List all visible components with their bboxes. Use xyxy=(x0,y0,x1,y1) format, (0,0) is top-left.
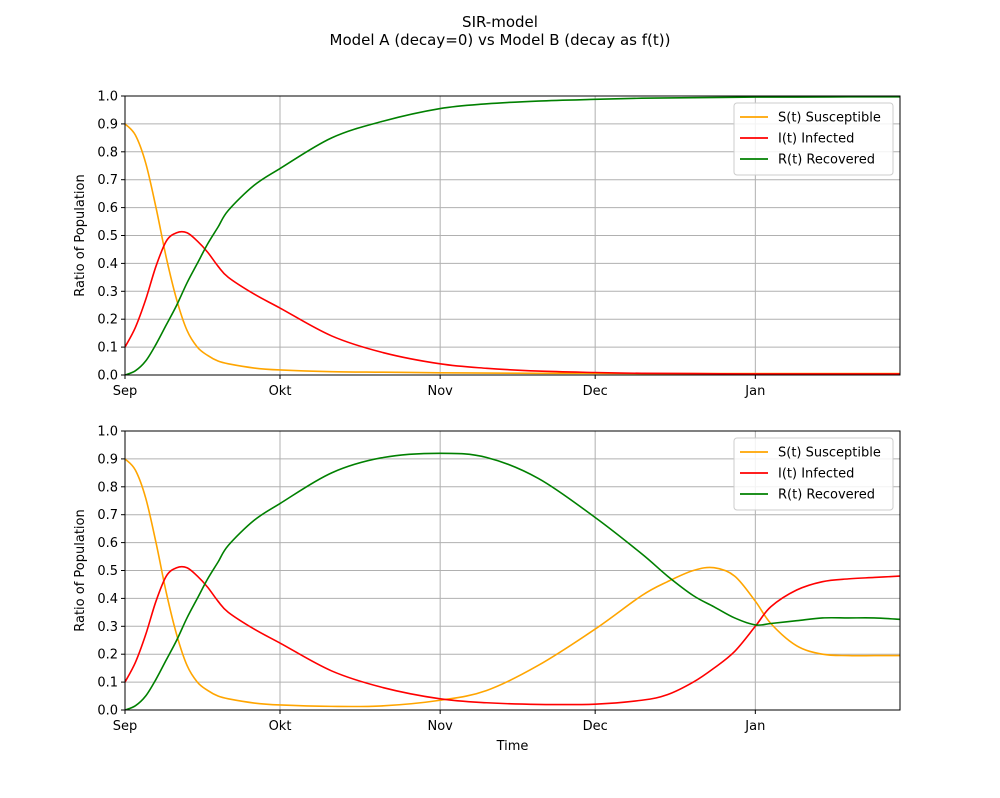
legend: S(t) Susceptible I(t) Infected R(t) Recove… xyxy=(733,102,894,176)
x-tick-label: Jan xyxy=(744,719,765,734)
y-tick-label: 0.4 xyxy=(97,592,118,607)
x-tick-label: Dec xyxy=(583,384,608,399)
x-tick-label: Dec xyxy=(583,719,608,734)
y-tick-label: 0.8 xyxy=(97,145,118,160)
legend-label: I(t) Infected xyxy=(778,467,854,482)
y-axis-label: Ratio of Population xyxy=(73,174,88,296)
series-line-2 xyxy=(125,230,900,375)
y-tick-label: 0.0 xyxy=(97,704,118,719)
chart-panel-2: Sep Okt Nov Dec Jan 0.0 0.1 0.2 0.3 0.4 0.5 0.6 0.7 0… xyxy=(73,425,901,754)
y-tick-label: 0.7 xyxy=(97,508,118,523)
legend-label: R(t) Recovered xyxy=(778,153,875,168)
series-line-2 xyxy=(125,565,900,706)
y-tick-label: 1.0 xyxy=(97,425,118,440)
x-tick-label: Nov xyxy=(427,384,453,399)
legend-label: R(t) Recovered xyxy=(778,488,875,503)
figure-title: SIR-model xyxy=(462,13,538,31)
y-tick-label: 0.9 xyxy=(97,452,118,467)
y-tick-label: 0.0 xyxy=(97,369,118,384)
series-line-3 xyxy=(125,96,900,375)
legend-box xyxy=(733,102,894,176)
y-tick-label: 0.3 xyxy=(97,285,118,300)
x-tick-label: Sep xyxy=(113,719,138,734)
y-tick-label: 0.5 xyxy=(97,564,118,579)
series-line-3 xyxy=(125,452,900,710)
x-tick-label: Jan xyxy=(744,384,765,399)
figure-subtitle: Model A (decay=0) vs Model B (decay as f… xyxy=(329,31,671,49)
x-axis-label: Time xyxy=(496,739,529,754)
x-tick-label: Okt xyxy=(269,384,292,399)
legend-label: S(t) Susceptible xyxy=(778,446,881,461)
chart-panel-1: Sep Okt Nov Dec Jan 0.0 0.1 0.2 0.3 0.4 0.5 0.6 0.7 0… xyxy=(73,90,901,399)
y-tick-label: 0.4 xyxy=(97,257,118,272)
y-tick-label: 0.2 xyxy=(97,648,118,663)
legend-box xyxy=(733,437,894,511)
y-tick-label: 0.1 xyxy=(97,341,118,356)
y-tick-label: 1.0 xyxy=(97,90,118,105)
legend: S(t) Susceptible I(t) Infected R(t) Recove… xyxy=(733,437,894,511)
y-tick-label: 0.6 xyxy=(97,536,118,551)
x-tick-label: Okt xyxy=(269,719,292,734)
y-tick-label: 0.6 xyxy=(97,201,118,216)
y-tick-label: 0.2 xyxy=(97,313,118,328)
x-tick-label: Sep xyxy=(113,384,138,399)
y-tick-label: 0.7 xyxy=(97,173,118,188)
y-axis-label: Ratio of Population xyxy=(73,509,88,631)
y-tick-label: 0.5 xyxy=(97,229,118,244)
legend-label: I(t) Infected xyxy=(778,132,854,147)
x-tick-label: Nov xyxy=(427,719,453,734)
y-tick-label: 0.9 xyxy=(97,117,118,132)
y-tick-label: 0.8 xyxy=(97,480,118,495)
y-tick-label: 0.3 xyxy=(97,620,118,635)
y-tick-label: 0.1 xyxy=(97,676,118,691)
legend-label: S(t) Susceptible xyxy=(778,111,881,126)
